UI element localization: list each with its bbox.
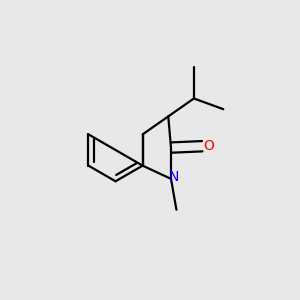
Text: O: O <box>203 139 214 153</box>
Text: N: N <box>169 170 179 184</box>
